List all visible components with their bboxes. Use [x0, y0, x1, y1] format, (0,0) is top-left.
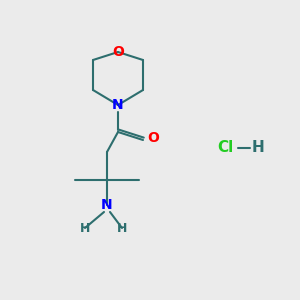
Text: O: O: [112, 45, 124, 59]
Text: H: H: [117, 221, 127, 235]
Text: H: H: [80, 221, 90, 235]
Text: O: O: [147, 131, 159, 145]
Text: Cl: Cl: [217, 140, 233, 155]
Text: N: N: [101, 198, 113, 212]
Text: H: H: [252, 140, 264, 155]
Text: N: N: [112, 98, 124, 112]
